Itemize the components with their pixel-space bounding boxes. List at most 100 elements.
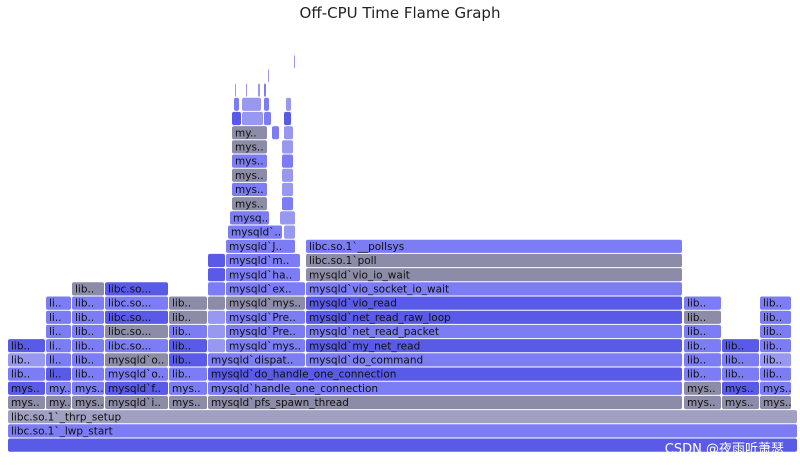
flame-frame-rect[interactable] xyxy=(8,424,797,438)
flame-frame-rect[interactable] xyxy=(46,310,71,324)
flame-frame[interactable]: lib.. xyxy=(760,324,791,339)
flame-frame[interactable]: li.. xyxy=(46,310,71,324)
flame-frame[interactable]: lib.. xyxy=(72,324,104,339)
flame-frame[interactable]: mysqld`net_read_packet xyxy=(306,324,682,339)
flame-frame[interactable]: mysqld`m.. xyxy=(226,253,300,268)
flame-frame-rect[interactable] xyxy=(282,154,293,168)
flame-frame[interactable]: mysqld`vio_socket_io_wait xyxy=(306,282,682,296)
flame-frame[interactable]: li.. xyxy=(46,367,71,381)
flame-frame[interactable]: mysqld`vio_io_wait xyxy=(306,268,682,282)
flame-frame[interactable]: mys.. xyxy=(169,381,207,395)
flame-frame-rect[interactable] xyxy=(282,197,293,211)
flame-frame[interactable]: mysq.. xyxy=(230,211,269,225)
flame-frame[interactable]: mysqld`vio_read xyxy=(306,296,682,310)
flame-frame[interactable]: libc.so.1`__pollsys xyxy=(306,239,682,253)
flame-frame-rect[interactable] xyxy=(208,310,225,324)
flame-frame-rect[interactable] xyxy=(8,438,797,452)
flame-frame-rect[interactable] xyxy=(284,126,293,140)
flame-frame-rect[interactable] xyxy=(722,395,759,410)
flame-frame-rect[interactable] xyxy=(46,381,71,395)
flame-frame[interactable]: mys.. xyxy=(72,395,104,410)
flame-frame[interactable]: lib.. xyxy=(760,353,791,367)
flame-frame[interactable] xyxy=(264,83,266,97)
flame-frame-rect[interactable] xyxy=(72,339,104,353)
flame-frame-rect[interactable] xyxy=(684,339,721,353)
flame-frame-rect[interactable] xyxy=(232,197,267,211)
flame-frame-rect[interactable] xyxy=(228,225,282,239)
flame-frame[interactable]: lib.. xyxy=(722,367,759,381)
flame-frame[interactable] xyxy=(208,310,225,324)
flame-frame[interactable]: lib.. xyxy=(684,310,721,324)
flame-frame-rect[interactable] xyxy=(760,324,791,339)
flame-frame[interactable] xyxy=(268,69,269,83)
flame-frame[interactable]: mysqld`my_net_read xyxy=(306,339,682,353)
flame-frame[interactable] xyxy=(284,126,293,140)
flame-frame[interactable]: mys.. xyxy=(232,140,267,154)
flame-frame-rect[interactable] xyxy=(306,324,682,339)
flame-frame-rect[interactable] xyxy=(235,83,236,97)
flame-frame-rect[interactable] xyxy=(760,310,791,324)
flame-frame[interactable] xyxy=(280,211,295,225)
flame-frame-rect[interactable] xyxy=(284,111,291,126)
flame-frame-rect[interactable] xyxy=(258,83,260,97)
flame-frame[interactable] xyxy=(282,197,293,211)
flame-frame-rect[interactable] xyxy=(232,154,267,168)
flame-frame-rect[interactable] xyxy=(72,381,104,395)
flame-frame[interactable]: mys.. xyxy=(232,154,267,168)
flame-frame[interactable]: mys.. xyxy=(232,182,267,197)
flame-frame[interactable] xyxy=(258,83,260,97)
flame-frame[interactable] xyxy=(282,140,293,154)
flame-frame-rect[interactable] xyxy=(72,395,104,410)
flame-frame-rect[interactable] xyxy=(208,381,682,395)
flame-frame[interactable]: mys.. xyxy=(169,395,207,410)
flame-frame-rect[interactable] xyxy=(208,253,225,268)
flame-frame-rect[interactable] xyxy=(294,55,295,69)
flame-frame-rect[interactable] xyxy=(105,296,168,310)
flame-frame-rect[interactable] xyxy=(722,353,759,367)
flame-frame[interactable] xyxy=(264,97,269,111)
flame-frame-rect[interactable] xyxy=(306,282,682,296)
flame-frame[interactable] xyxy=(242,111,263,126)
flame-frame[interactable]: lib.. xyxy=(760,296,791,310)
flame-frame[interactable]: mysqld`o.. xyxy=(105,367,168,381)
flame-frame[interactable]: mys.. xyxy=(8,395,45,410)
flame-frame[interactable]: mys.. xyxy=(760,395,792,410)
flame-frame[interactable]: mysqld`Pre.. xyxy=(226,310,305,324)
flame-frame-rect[interactable] xyxy=(272,126,279,140)
flame-frame[interactable] xyxy=(232,111,241,126)
flame-frame-rect[interactable] xyxy=(760,353,791,367)
flame-frame-rect[interactable] xyxy=(760,339,791,353)
flame-frame-rect[interactable] xyxy=(105,381,168,395)
flame-frame[interactable] xyxy=(294,55,295,69)
flame-frame[interactable] xyxy=(282,168,293,182)
flame-frame[interactable]: lib.. xyxy=(72,367,104,381)
flame-frame-rect[interactable] xyxy=(268,69,269,83)
flame-frame[interactable]: libc.so.1`_thrp_setup xyxy=(8,410,797,424)
flame-frame-rect[interactable] xyxy=(46,339,71,353)
flame-frame[interactable]: mysqld`do_handle_one_connection xyxy=(208,367,682,381)
flame-frame[interactable]: libc.so... xyxy=(105,310,168,324)
flame-frame-rect[interactable] xyxy=(72,282,104,296)
flame-frame[interactable] xyxy=(235,83,236,97)
flame-frame-rect[interactable] xyxy=(684,310,721,324)
flame-frame-rect[interactable] xyxy=(46,296,71,310)
flame-frame[interactable] xyxy=(282,182,293,197)
flame-frame[interactable]: lib.. xyxy=(169,296,207,310)
flame-frame-rect[interactable] xyxy=(684,324,721,339)
flame-frame-rect[interactable] xyxy=(282,168,293,182)
flame-frame-rect[interactable] xyxy=(226,268,300,282)
flame-frame-rect[interactable] xyxy=(226,324,305,339)
flame-frame[interactable]: mysqld`i.. xyxy=(105,395,168,410)
flame-frame-rect[interactable] xyxy=(684,395,721,410)
flame-frame[interactable]: mysqld`mys.. xyxy=(226,296,305,310)
flame-frame-rect[interactable] xyxy=(232,182,267,197)
flame-frame[interactable] xyxy=(208,253,225,268)
flame-frame-rect[interactable] xyxy=(242,97,261,111)
flame-frame-rect[interactable] xyxy=(169,296,207,310)
flame-frame[interactable]: lib.. xyxy=(72,282,104,296)
flame-frame[interactable] xyxy=(8,438,797,452)
flame-frame[interactable]: mys.. xyxy=(722,381,759,395)
flame-frame[interactable]: lib.. xyxy=(684,324,721,339)
flame-frame[interactable]: lib.. xyxy=(72,310,104,324)
flame-frame[interactable] xyxy=(246,83,247,97)
